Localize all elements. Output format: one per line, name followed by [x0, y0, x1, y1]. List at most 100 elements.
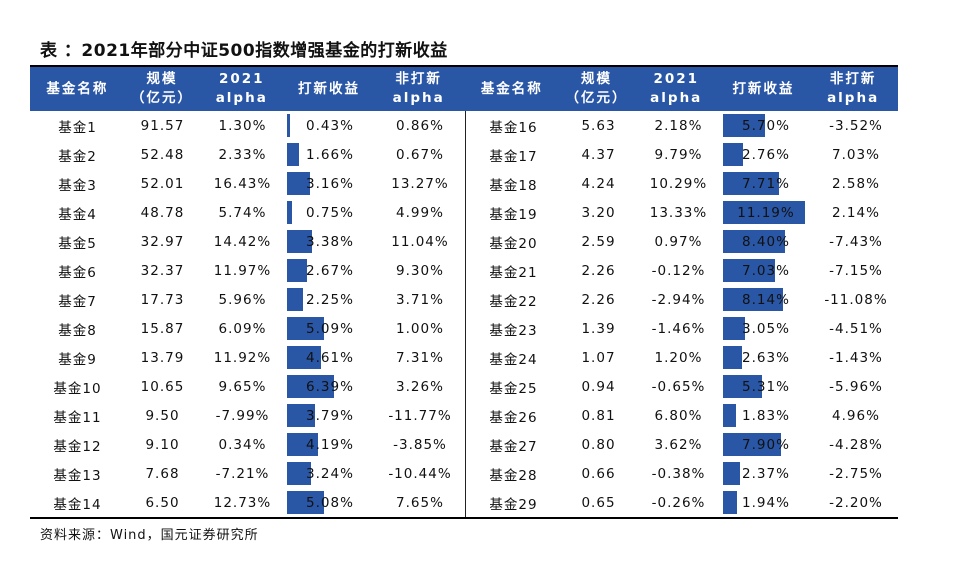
table-row: 基金25 0.94 -0.65% 5.31% -5.96% — [466, 372, 901, 401]
table-row: 基金5 32.97 14.42% 3.38% 11.04% — [30, 227, 465, 256]
header-ipo-return: 打新收益 — [284, 67, 374, 111]
ipo-return-cell: 3.79% — [285, 401, 375, 430]
alpha-cell: 1.20% — [654, 349, 703, 366]
alpha-cell: 12.73% — [213, 494, 272, 511]
table-row: 基金20 2.59 0.97% 8.40% -7.43% — [466, 227, 901, 256]
alpha-cell: 14.42% — [213, 233, 272, 250]
ipo-return-label: 11.19% — [737, 204, 795, 221]
ipo-return-bar — [723, 114, 765, 137]
source-note: 资料来源：Wind，国元证券研究所 — [40, 528, 259, 543]
scale-cell: 17.73 — [140, 291, 185, 308]
fund-name-cell: 基金17 — [489, 148, 538, 165]
ipo-return-bar — [287, 259, 307, 282]
nonipo-alpha-cell: 3.26% — [396, 378, 444, 395]
fund-name-cell: 基金1 — [58, 119, 97, 136]
ipo-return-bar — [723, 433, 781, 456]
alpha-cell: 16.43% — [213, 175, 272, 192]
ipo-return-bar — [287, 317, 325, 340]
table-row: 基金7 17.73 5.96% 2.25% 3.71% — [30, 285, 465, 314]
ipo-return-label: 5.31% — [742, 378, 790, 395]
ipo-return-label: 7.71% — [742, 175, 790, 192]
ipo-return-label: 4.19% — [306, 436, 354, 453]
fund-name-cell: 基金24 — [489, 351, 538, 368]
nonipo-alpha-cell: 7.31% — [396, 349, 444, 366]
ipo-return-label: 5.08% — [306, 494, 354, 511]
header-alpha-line1: 2021 — [218, 71, 265, 87]
ipo-return-cell: 2.76% — [721, 140, 811, 169]
header-ipo-text: 打新收益 — [297, 80, 360, 97]
nonipo-alpha-cell: -11.77% — [388, 407, 452, 424]
scale-cell: 7.68 — [145, 465, 180, 482]
ipo-return-cell: 5.70% — [721, 111, 811, 140]
fund-name-cell: 基金14 — [53, 496, 102, 513]
header-ipo-right-text: 打新收益 — [732, 80, 795, 97]
scale-cell: 0.94 — [581, 378, 616, 395]
ipo-return-bar — [287, 433, 318, 456]
table-row: 基金14 6.50 12.73% 5.08% 7.65% — [30, 488, 465, 517]
ipo-return-bar — [287, 375, 334, 398]
ipo-return-label: 5.09% — [306, 320, 354, 337]
scale-cell: 10.65 — [140, 378, 185, 395]
scale-cell: 2.59 — [581, 233, 616, 250]
ipo-return-bar — [287, 404, 315, 427]
nonipo-alpha-cell: 3.71% — [396, 291, 444, 308]
table-row: 基金8 15.87 6.09% 5.09% 1.00% — [30, 314, 465, 343]
ipo-return-label: 0.43% — [306, 117, 354, 134]
header-scale-right: 规模 （亿元） — [559, 67, 634, 111]
scale-cell: 4.37 — [581, 146, 616, 163]
header-scale: 规模 （亿元） — [125, 67, 200, 111]
fund-name-cell: 基金12 — [53, 438, 102, 455]
fund-name-cell: 基金16 — [489, 119, 538, 136]
table-row: 基金19 3.20 13.33% 11.19% 2.14% — [466, 198, 901, 227]
ipo-return-bar — [723, 346, 743, 369]
scale-cell: 1.07 — [581, 349, 616, 366]
header-nonipo-line1: 非打新 — [395, 71, 442, 87]
fund-name-cell: 基金11 — [53, 409, 102, 426]
table-row: 基金16 5.63 2.18% 5.70% -3.52% — [466, 111, 901, 140]
alpha-cell: 9.79% — [654, 146, 703, 163]
header-alpha-right-line1: 2021 — [653, 71, 700, 87]
ipo-return-label: 7.90% — [742, 436, 790, 453]
fund-name-cell: 基金13 — [53, 467, 102, 484]
nonipo-alpha-cell: 2.14% — [832, 204, 880, 221]
ipo-return-label: 3.79% — [306, 407, 354, 424]
fund-name-cell: 基金18 — [489, 177, 538, 194]
table-body: 基金1 91.57 1.30% 0.43% 0.86% 基金2 52.48 2.33% 1.66… — [30, 111, 898, 517]
ipo-return-bar — [287, 172, 311, 195]
table-row: 基金26 0.81 6.80% 1.83% 4.96% — [466, 401, 901, 430]
header-scale-line1: 规模 — [146, 71, 178, 87]
table-row: 基金6 32.37 11.97% 2.67% 9.30% — [30, 256, 465, 285]
header-nonipo-alpha-right: 非打新 alpha — [808, 67, 898, 111]
alpha-cell: -7.21% — [215, 465, 270, 482]
scale-cell: 6.50 — [145, 494, 180, 511]
ipo-return-bar — [723, 462, 741, 485]
table-title: 表 ：2021年部分中证500指数增强基金的打新收益 — [40, 41, 448, 61]
alpha-cell: 13.33% — [649, 204, 708, 221]
nonipo-alpha-cell: 1.00% — [396, 320, 444, 337]
scale-cell: 15.87 — [140, 320, 185, 337]
top-rule — [30, 65, 898, 67]
alpha-cell: 11.92% — [213, 349, 272, 366]
nonipo-alpha-cell: -7.43% — [829, 233, 883, 250]
ipo-return-label: 2.67% — [306, 262, 354, 279]
nonipo-alpha-cell: 11.04% — [391, 233, 449, 250]
ipo-return-label: 3.38% — [306, 233, 354, 250]
nonipo-alpha-cell: 4.99% — [396, 204, 444, 221]
scale-cell: 9.10 — [145, 436, 180, 453]
ipo-return-cell: 1.83% — [721, 401, 811, 430]
ipo-return-cell: 3.38% — [285, 227, 375, 256]
ipo-return-cell: 6.39% — [285, 372, 375, 401]
ipo-return-cell: 0.75% — [285, 198, 375, 227]
ipo-return-cell: 3.05% — [721, 314, 811, 343]
nonipo-alpha-cell: 7.03% — [832, 146, 880, 163]
fund-name-cell: 基金26 — [489, 409, 538, 426]
nonipo-alpha-cell: -1.43% — [829, 349, 883, 366]
left-table-half: 基金1 91.57 1.30% 0.43% 0.86% 基金2 52.48 2.33% 1.66… — [30, 111, 466, 517]
ipo-return-cell: 5.31% — [721, 372, 811, 401]
scale-cell: 2.26 — [581, 262, 616, 279]
fund-name-cell: 基金8 — [58, 322, 97, 339]
nonipo-alpha-cell: 0.86% — [396, 117, 444, 134]
ipo-return-label: 1.66% — [306, 146, 354, 163]
header-fund-name-right-text: 基金名称 — [480, 80, 543, 97]
header-ipo-return-right: 打新收益 — [719, 67, 809, 111]
